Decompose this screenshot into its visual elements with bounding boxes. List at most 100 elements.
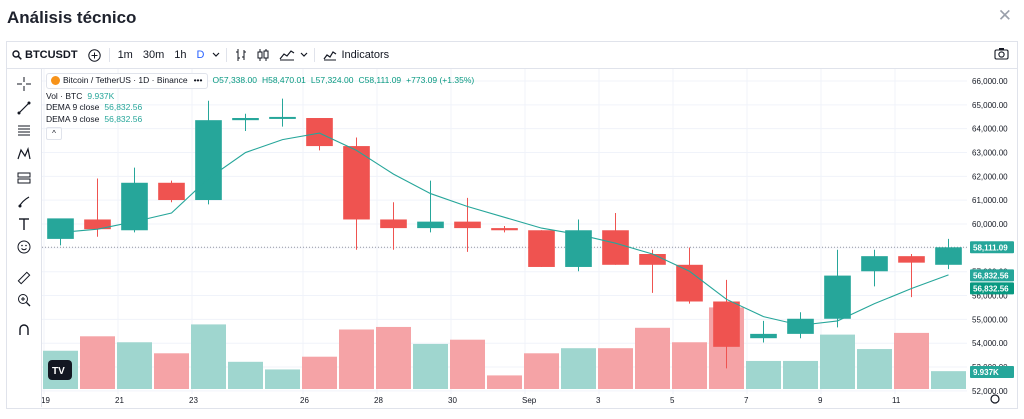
candle-body	[639, 254, 666, 265]
ohlc-high: H58,470.01	[261, 75, 306, 85]
projection-icon[interactable]	[15, 169, 33, 187]
candle-body	[787, 318, 814, 334]
volume-bar	[302, 356, 337, 389]
dema-legend-label: DEMA 9 close	[46, 102, 100, 112]
candle-style-icon	[257, 48, 269, 62]
zoom-in-icon[interactable]	[15, 291, 33, 309]
legend-collapse-button[interactable]: ^	[46, 127, 62, 140]
x-tick-label: 11	[892, 396, 901, 405]
x-tick-label: 23	[189, 396, 198, 405]
candle-body	[84, 219, 111, 230]
brush-icon[interactable]	[15, 193, 33, 211]
candle-body	[898, 256, 925, 263]
volume-bar	[746, 360, 781, 389]
area-style-icon	[279, 49, 295, 61]
ohlc-close: C58,111.09	[358, 75, 402, 85]
candle-body	[528, 230, 555, 267]
y-tick-label: 56,000.00	[972, 292, 1008, 301]
y-tick-label: 61,000.00	[972, 196, 1008, 205]
volume-bar	[154, 353, 189, 389]
y-tick-label: 63,000.00	[972, 149, 1008, 158]
candle-body	[824, 275, 851, 319]
settings-icon[interactable]	[990, 394, 1000, 404]
bar-style-button[interactable]	[230, 42, 252, 68]
more-dots[interactable]: •••	[193, 75, 203, 85]
interval-1h[interactable]: 1h	[174, 49, 187, 61]
y-tick-label: 66,000.00	[972, 77, 1008, 86]
candle-body	[306, 118, 333, 147]
dema-line	[60, 132, 949, 326]
tradingview-logo	[48, 360, 72, 380]
chart-type-dropdown[interactable]	[297, 42, 311, 68]
y-tick-label: 62,000.00	[972, 172, 1008, 181]
x-tick-label: 5	[670, 396, 675, 405]
toolbar-separator	[226, 48, 228, 62]
candle-body	[158, 182, 185, 201]
symbol-search-button[interactable]: BTCUSDT	[7, 42, 83, 68]
close-icon[interactable]: ✕	[997, 6, 1012, 25]
pattern-icon[interactable]	[15, 145, 33, 163]
dema-price-label-2-bg	[970, 282, 1014, 295]
indicators-button[interactable]: Indicators	[318, 42, 394, 68]
interval-d[interactable]: D	[196, 49, 205, 61]
volume-bar	[894, 332, 929, 389]
candle-body	[269, 116, 296, 119]
x-tick-label: 28	[374, 396, 383, 405]
toolbar-separator	[314, 48, 316, 62]
y-tick-label: 54,000.00	[972, 339, 1008, 348]
ohlc-change: +773.09 (+1.35%)	[406, 75, 475, 85]
chart-widget: BTCUSDT 1m 30m 1h D Indicators	[6, 41, 1018, 409]
plus-icon	[87, 48, 101, 62]
volume-legend-label: Vol · BTC	[46, 90, 83, 101]
interval-30m[interactable]: 30m	[142, 49, 165, 61]
chart-area[interactable]: 66,000.00 65,000.00 64,000.00 63,000.00 62,0…	[41, 69, 1017, 408]
candle-body	[602, 230, 629, 265]
search-icon	[12, 50, 22, 60]
symbol-label: BTCUSDT	[25, 49, 78, 61]
x-tick-label: 9	[818, 396, 823, 405]
volume-bar	[80, 336, 115, 389]
ohlc-open: O57,338.00	[212, 75, 257, 85]
volume-bar	[228, 361, 263, 389]
area-style-button[interactable]	[274, 42, 297, 68]
x-tick-label: Sep	[522, 396, 537, 405]
volume-bar	[376, 326, 411, 389]
toolbar-separator	[108, 48, 110, 62]
x-tick-label: 3	[596, 396, 601, 405]
volume-bar	[413, 343, 448, 389]
chevron-down-icon	[300, 52, 308, 58]
crosshair-icon[interactable]	[15, 75, 33, 93]
chevron-down-icon	[212, 52, 220, 58]
candle-body	[417, 221, 444, 229]
x-tick-label: 26	[300, 396, 309, 405]
camera-icon[interactable]	[994, 47, 1009, 63]
tradingview-logo-text: TV	[52, 366, 65, 377]
fib-icon[interactable]	[15, 121, 33, 139]
interval-1m[interactable]: 1m	[117, 49, 133, 61]
volume-bar	[265, 369, 300, 389]
volume-bar	[117, 342, 152, 389]
symbol-title-pill[interactable]: Bitcoin / TetherUS · 1D · Binance •••	[46, 73, 208, 89]
price-chart[interactable]: 66,000.00 65,000.00 64,000.00 63,000.00 62,0…	[41, 69, 1017, 408]
ruler-icon[interactable]	[15, 269, 33, 287]
candle-body	[121, 182, 148, 231]
candle-body	[454, 221, 481, 229]
candle-body	[343, 146, 370, 220]
volume-bar	[191, 324, 226, 389]
indicators-icon	[323, 49, 337, 61]
candle-style-button[interactable]	[252, 42, 274, 68]
last-price-label: 58,111.09	[973, 243, 1008, 252]
text-icon[interactable]	[15, 215, 33, 233]
emoji-icon[interactable]	[15, 238, 33, 256]
candle-body	[565, 230, 592, 267]
interval-dropdown[interactable]	[209, 42, 223, 68]
bar-style-icon	[235, 48, 247, 62]
dema-legend-value-2: 56,832.56	[104, 113, 143, 124]
trend-line-icon[interactable]	[15, 99, 33, 117]
volume-bar	[635, 327, 670, 389]
magnet-icon[interactable]	[15, 321, 33, 339]
compare-button[interactable]	[83, 42, 106, 68]
volume-bar	[857, 349, 892, 389]
volume-bar	[931, 371, 966, 389]
volume-price-label: 9.937K	[973, 368, 999, 377]
